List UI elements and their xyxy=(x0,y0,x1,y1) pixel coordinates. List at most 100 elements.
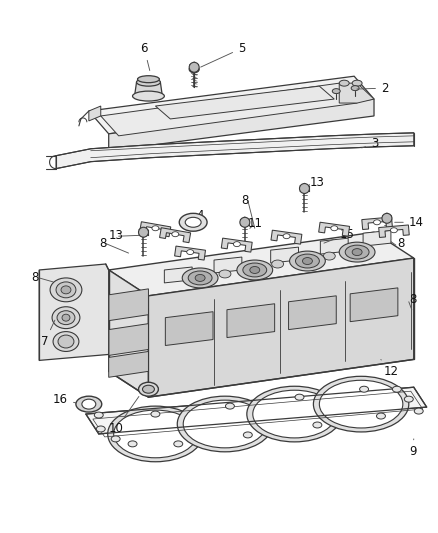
Ellipse shape xyxy=(136,78,160,86)
Ellipse shape xyxy=(376,413,385,419)
Polygon shape xyxy=(288,296,336,329)
Text: 11: 11 xyxy=(247,217,262,230)
Text: 2: 2 xyxy=(356,82,388,95)
Ellipse shape xyxy=(57,311,75,325)
Polygon shape xyxy=(164,267,192,283)
Ellipse shape xyxy=(179,213,207,231)
Ellipse shape xyxy=(249,266,259,273)
Ellipse shape xyxy=(182,268,218,288)
Ellipse shape xyxy=(403,396,412,402)
Ellipse shape xyxy=(142,385,154,393)
Text: 8: 8 xyxy=(99,237,106,249)
Ellipse shape xyxy=(195,274,205,281)
Ellipse shape xyxy=(96,426,105,432)
Text: 4: 4 xyxy=(193,209,203,222)
Text: 13: 13 xyxy=(309,176,324,189)
Ellipse shape xyxy=(94,412,103,418)
Ellipse shape xyxy=(252,390,336,438)
Polygon shape xyxy=(361,217,392,230)
Ellipse shape xyxy=(392,386,400,392)
Ellipse shape xyxy=(177,396,272,452)
Ellipse shape xyxy=(113,410,197,458)
Text: 3: 3 xyxy=(361,138,378,150)
Ellipse shape xyxy=(350,86,358,91)
Ellipse shape xyxy=(173,441,182,447)
Polygon shape xyxy=(109,270,148,397)
Ellipse shape xyxy=(82,399,95,409)
Text: 12: 12 xyxy=(380,359,398,378)
Polygon shape xyxy=(88,76,373,134)
Polygon shape xyxy=(109,289,148,321)
Text: 8: 8 xyxy=(31,271,39,285)
Polygon shape xyxy=(320,238,347,254)
Ellipse shape xyxy=(389,228,396,233)
Ellipse shape xyxy=(332,88,339,94)
Text: 8: 8 xyxy=(396,237,403,249)
Ellipse shape xyxy=(373,220,380,225)
Polygon shape xyxy=(378,225,408,238)
Text: 5: 5 xyxy=(200,42,245,67)
Polygon shape xyxy=(139,222,170,237)
Ellipse shape xyxy=(295,254,318,268)
Text: 14: 14 xyxy=(394,216,423,229)
Ellipse shape xyxy=(323,252,335,260)
Text: 13: 13 xyxy=(109,229,124,241)
Ellipse shape xyxy=(107,406,203,462)
Ellipse shape xyxy=(237,260,272,280)
Polygon shape xyxy=(270,230,301,244)
Ellipse shape xyxy=(53,332,79,351)
Ellipse shape xyxy=(185,217,201,227)
Polygon shape xyxy=(226,304,274,337)
Polygon shape xyxy=(270,247,298,263)
Polygon shape xyxy=(109,351,148,377)
Polygon shape xyxy=(214,257,241,273)
Text: 6: 6 xyxy=(140,42,149,70)
Ellipse shape xyxy=(271,260,283,268)
Ellipse shape xyxy=(330,226,337,231)
Polygon shape xyxy=(174,246,205,260)
Ellipse shape xyxy=(299,183,309,193)
Text: 8: 8 xyxy=(240,194,247,207)
Ellipse shape xyxy=(62,314,70,321)
Ellipse shape xyxy=(50,278,82,302)
Ellipse shape xyxy=(313,376,408,432)
Polygon shape xyxy=(56,133,413,168)
Ellipse shape xyxy=(359,386,368,392)
Ellipse shape xyxy=(246,386,342,442)
Text: 10: 10 xyxy=(109,397,138,435)
Ellipse shape xyxy=(52,307,80,329)
Ellipse shape xyxy=(189,62,199,72)
Polygon shape xyxy=(134,82,162,96)
Ellipse shape xyxy=(137,76,159,83)
Ellipse shape xyxy=(58,335,74,348)
Ellipse shape xyxy=(225,403,234,409)
Polygon shape xyxy=(350,288,397,321)
Text: 8: 8 xyxy=(408,293,415,306)
Ellipse shape xyxy=(152,226,159,231)
Ellipse shape xyxy=(351,80,361,86)
Ellipse shape xyxy=(138,382,158,396)
Polygon shape xyxy=(362,230,390,246)
Polygon shape xyxy=(339,83,373,103)
Polygon shape xyxy=(88,106,101,121)
Ellipse shape xyxy=(189,66,199,72)
Ellipse shape xyxy=(243,432,252,438)
Polygon shape xyxy=(109,232,413,296)
Ellipse shape xyxy=(289,251,325,271)
Ellipse shape xyxy=(151,411,159,417)
Ellipse shape xyxy=(111,436,120,442)
Polygon shape xyxy=(155,86,333,119)
Text: 15: 15 xyxy=(323,228,353,243)
Ellipse shape xyxy=(302,257,312,264)
Text: 7: 7 xyxy=(41,320,55,348)
Ellipse shape xyxy=(183,400,266,448)
Polygon shape xyxy=(101,83,356,136)
Ellipse shape xyxy=(242,263,266,277)
Text: 16: 16 xyxy=(53,393,78,406)
Polygon shape xyxy=(148,258,413,397)
Polygon shape xyxy=(165,312,212,345)
Ellipse shape xyxy=(283,233,290,239)
Ellipse shape xyxy=(344,245,368,259)
Ellipse shape xyxy=(339,80,348,86)
Polygon shape xyxy=(86,387,426,434)
